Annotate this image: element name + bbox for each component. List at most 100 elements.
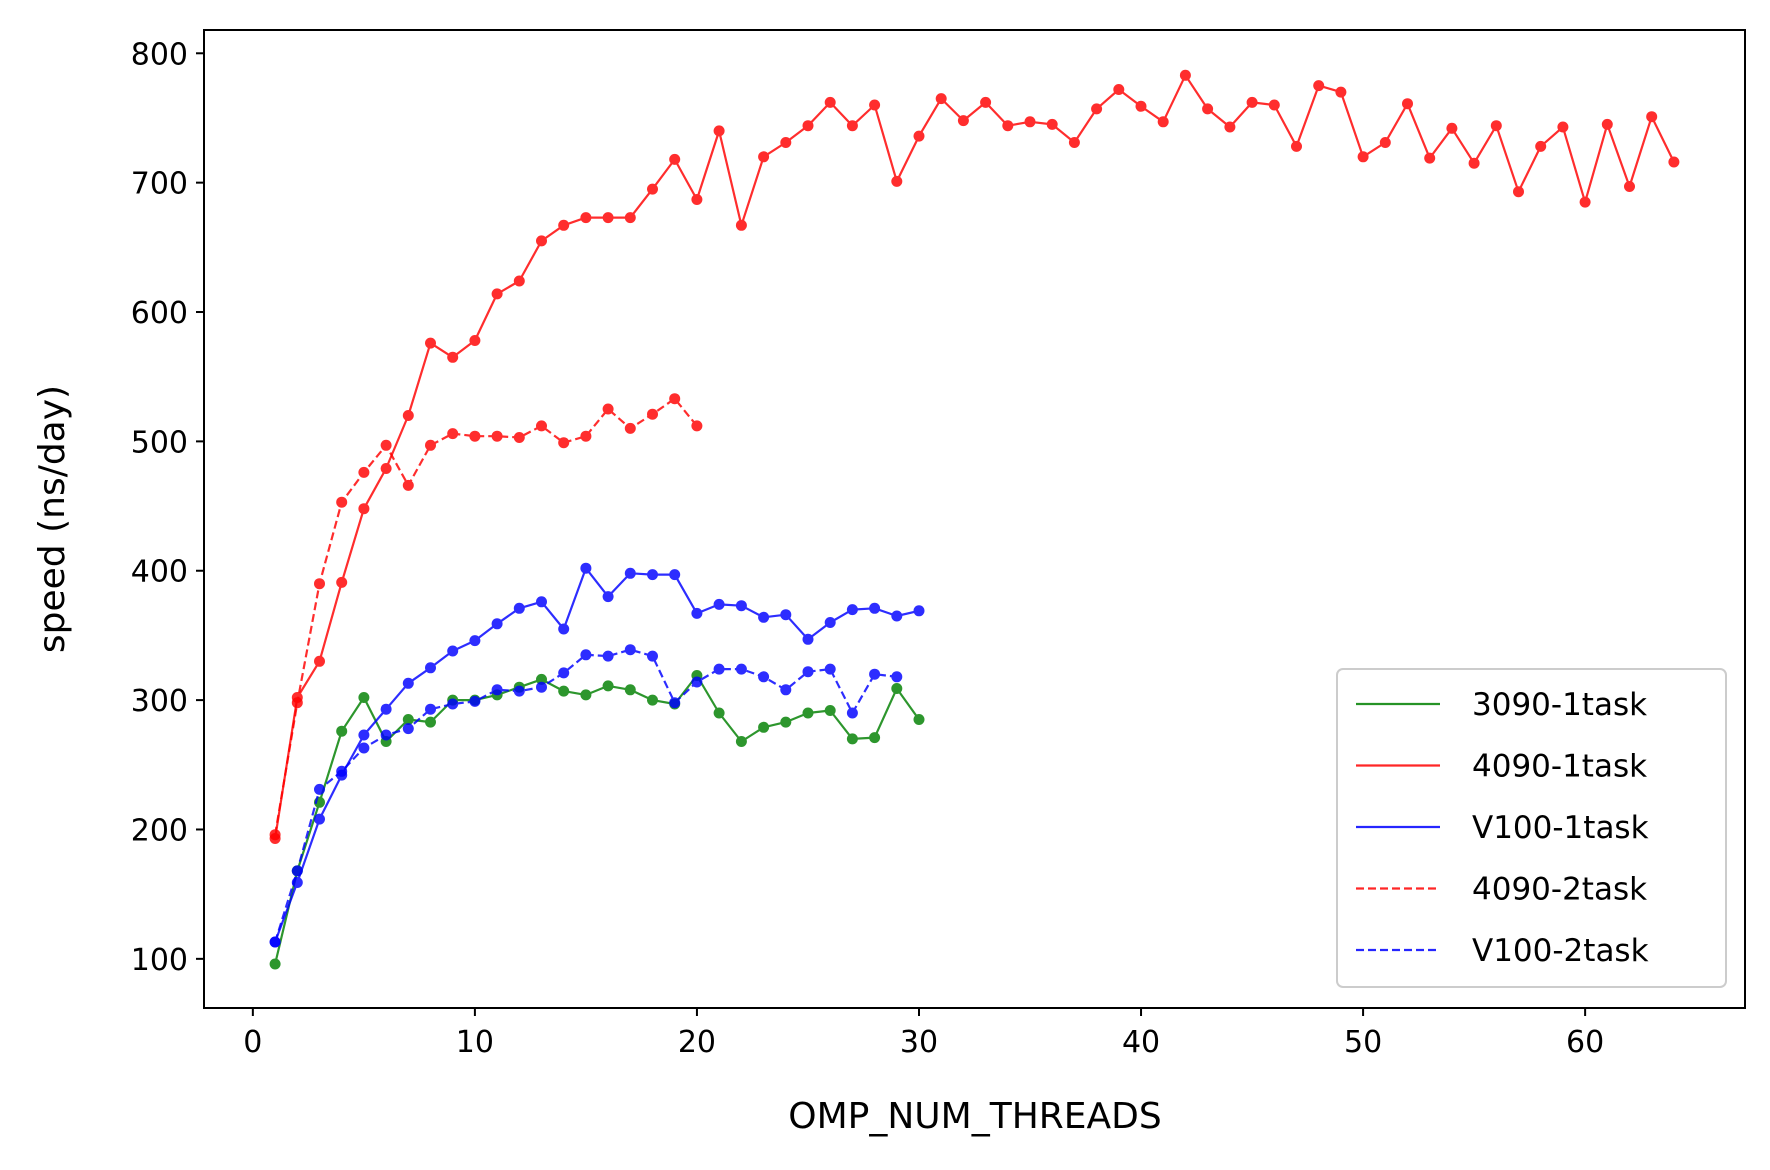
data-point-v100-2task xyxy=(469,695,481,707)
data-point-4090-1task xyxy=(1379,137,1391,148)
data-point-v100-2task xyxy=(447,698,459,710)
data-point-4090-1task xyxy=(802,120,814,132)
data-point-v100-1task xyxy=(380,703,392,715)
data-point-v100-2task xyxy=(491,684,503,696)
data-point-3090-1task xyxy=(913,714,925,725)
y-tick-label: 400 xyxy=(131,555,188,590)
data-point-4090-1task xyxy=(536,235,547,247)
data-point-4090-1task xyxy=(913,130,925,142)
data-point-4090-1task xyxy=(513,275,525,287)
data-point-4090-1task xyxy=(1424,152,1436,164)
data-point-4090-1task xyxy=(314,655,325,667)
data-point-v100-1task xyxy=(469,635,481,647)
data-point-v100-2task xyxy=(336,765,348,777)
data-point-3090-1task xyxy=(336,725,348,737)
series-line-4090-1task xyxy=(274,74,1675,839)
y-tick-label: 700 xyxy=(131,167,188,202)
data-point-3090-1task xyxy=(802,707,814,719)
data-point-4090-1task xyxy=(1291,140,1302,152)
data-point-4090-2task xyxy=(447,428,459,440)
y-tick-label: 800 xyxy=(131,37,188,72)
data-point-4090-2task xyxy=(336,496,348,508)
data-point-4090-2task xyxy=(358,466,370,478)
data-point-3090-1task xyxy=(269,958,281,970)
data-point-4090-2task xyxy=(536,420,547,432)
data-point-v100-1task xyxy=(824,617,836,628)
data-point-3090-1task xyxy=(624,684,636,696)
data-point-v100-1task xyxy=(891,610,903,622)
data-point-v100-1task xyxy=(314,813,325,825)
plot-frame xyxy=(203,29,1746,1009)
data-point-v100-2task xyxy=(691,676,703,688)
data-point-4090-1task xyxy=(980,96,992,108)
legend-label-v100-2task: V100-2task xyxy=(1472,933,1649,969)
data-point-4090-1task xyxy=(1535,140,1547,152)
legend-label-3090-1task: 3090-1task xyxy=(1472,687,1647,723)
data-point-v100-1task xyxy=(402,677,414,689)
data-point-4090-2task xyxy=(624,422,636,434)
data-point-4090-1task xyxy=(1091,103,1103,115)
data-point-4090-1task xyxy=(780,137,792,148)
data-point-4090-1task xyxy=(1557,121,1569,133)
data-point-v100-2task xyxy=(358,742,370,754)
data-point-v100-1task xyxy=(447,645,459,657)
data-point-v100-1task xyxy=(735,600,747,612)
data-point-v100-2task xyxy=(291,865,303,877)
data-point-v100-2task xyxy=(780,684,792,696)
data-point-v100-2task xyxy=(758,671,770,683)
data-point-v100-2task xyxy=(380,729,392,741)
data-point-4090-1task xyxy=(1046,118,1058,130)
data-point-4090-2task xyxy=(269,829,281,841)
x-axis-title: OMP_NUM_THREADS xyxy=(788,1096,1161,1137)
data-point-4090-1task xyxy=(935,93,947,105)
data-point-v100-2task xyxy=(846,707,858,719)
data-point-v100-2task xyxy=(713,663,725,675)
data-point-3090-1task xyxy=(536,673,547,685)
data-point-4090-1task xyxy=(691,194,703,205)
legend-label-4090-1task: 4090-1task xyxy=(1472,749,1647,785)
data-point-v100-2task xyxy=(425,703,436,715)
data-point-v100-1task xyxy=(802,633,814,645)
data-point-v100-1task xyxy=(491,618,503,630)
data-point-4090-1task xyxy=(735,219,747,231)
data-point-4090-1task xyxy=(824,96,836,108)
data-point-v100-2task xyxy=(735,663,747,675)
y-tick-label: 200 xyxy=(131,813,188,848)
data-point-v100-1task xyxy=(713,598,725,610)
data-point-4090-1task xyxy=(869,99,881,111)
data-point-3090-1task xyxy=(713,707,725,719)
data-point-4090-2task xyxy=(647,408,658,420)
data-point-4090-1task xyxy=(846,120,858,132)
data-point-4090-1task xyxy=(758,151,770,163)
data-point-4090-1task xyxy=(1179,69,1191,81)
data-point-v100-1task xyxy=(846,604,858,616)
series-layer xyxy=(269,69,1680,970)
data-point-4090-1task xyxy=(336,576,348,588)
data-point-4090-1task xyxy=(647,183,658,195)
data-point-4090-1task xyxy=(1157,116,1169,128)
data-point-v100-1task xyxy=(669,569,681,581)
data-point-v100-2task xyxy=(580,649,592,661)
data-point-v100-1task xyxy=(758,611,770,623)
data-point-v100-1task xyxy=(780,609,792,621)
data-point-4090-1task xyxy=(1624,181,1635,192)
data-point-4090-2task xyxy=(580,430,592,442)
data-point-3090-1task xyxy=(869,732,881,744)
data-point-4090-2task xyxy=(425,439,436,451)
data-point-v100-1task xyxy=(558,623,570,635)
data-point-3090-1task xyxy=(735,736,747,747)
data-point-3090-1task xyxy=(358,692,370,703)
data-point-v100-2task xyxy=(558,667,570,679)
data-point-4090-1task xyxy=(1668,156,1680,168)
data-point-4090-1task xyxy=(1024,116,1036,128)
data-point-4090-2task xyxy=(380,439,392,451)
y-tick-label: 100 xyxy=(131,943,188,978)
data-point-4090-1task xyxy=(1135,100,1147,112)
data-point-4090-2task xyxy=(602,403,614,415)
data-point-v100-2task xyxy=(602,650,614,662)
data-point-3090-1task xyxy=(824,705,836,716)
data-point-v100-2task xyxy=(869,668,881,680)
x-tick-label: 50 xyxy=(1344,1025,1382,1060)
x-tick-label: 40 xyxy=(1122,1025,1160,1060)
